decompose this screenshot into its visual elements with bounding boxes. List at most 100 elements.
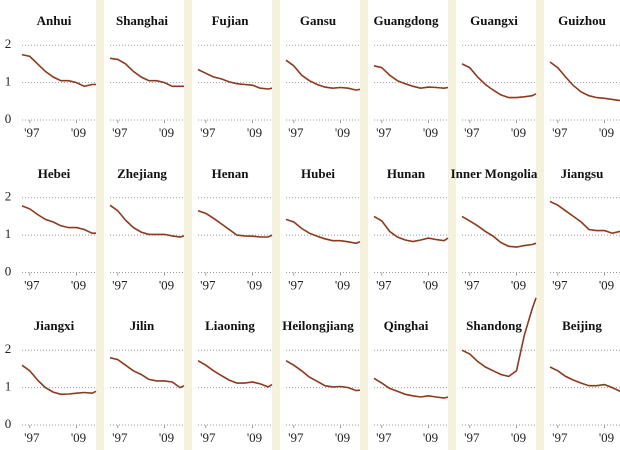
x-tick-label: '97 bbox=[200, 125, 216, 140]
panel-title: Gansu bbox=[299, 13, 337, 28]
panel-title: Fujian bbox=[211, 13, 249, 28]
x-tick-label: '97 bbox=[288, 277, 304, 292]
panel-title: Guizhou bbox=[558, 13, 606, 28]
x-tick-label: '97 bbox=[200, 430, 216, 445]
x-tick-label: '09 bbox=[335, 430, 350, 445]
panel-title: Guangxi bbox=[470, 13, 518, 28]
x-tick-label: '09 bbox=[599, 125, 614, 140]
panel-title: Liaoning bbox=[205, 318, 255, 333]
panel-title: Heilongjiang bbox=[282, 318, 354, 333]
line bbox=[109, 356, 185, 389]
x-tick-label: '97 bbox=[200, 277, 216, 292]
x-tick-label: '97 bbox=[24, 125, 40, 140]
panel-title: Hubei bbox=[301, 165, 335, 181]
x-tick-label: '09 bbox=[423, 277, 438, 292]
x-tick-label: '97 bbox=[376, 277, 392, 292]
x-tick-label: '97 bbox=[552, 125, 568, 140]
x-tick-label: '09 bbox=[599, 430, 614, 445]
x-tick-label: '97 bbox=[24, 277, 40, 292]
x-tick-label: '09 bbox=[335, 125, 350, 140]
y-tick-label: 2 bbox=[5, 341, 12, 356]
y-tick-label: 0 bbox=[5, 111, 12, 126]
y-tick-label: 2 bbox=[5, 189, 12, 204]
x-tick-label: '09 bbox=[247, 430, 262, 445]
line bbox=[21, 205, 96, 234]
x-tick-label: '97 bbox=[112, 430, 128, 445]
x-tick-label: '09 bbox=[511, 125, 526, 140]
x-tick-label: '97 bbox=[464, 430, 480, 445]
x-tick-label: '97 bbox=[24, 430, 40, 445]
separator bbox=[184, 0, 192, 450]
x-tick-label: '09 bbox=[335, 277, 350, 292]
panel-title: Hebei bbox=[37, 165, 71, 181]
separator bbox=[360, 0, 368, 450]
panel-title: Qinghai bbox=[383, 318, 429, 333]
line bbox=[21, 364, 97, 396]
line bbox=[373, 377, 449, 399]
x-tick-label: '09 bbox=[71, 125, 86, 140]
x-tick-label: '09 bbox=[71, 277, 86, 292]
line bbox=[549, 61, 620, 102]
separator bbox=[536, 0, 544, 450]
x-tick-label: '09 bbox=[159, 277, 174, 292]
line bbox=[197, 360, 273, 388]
x-tick-label: '09 bbox=[423, 125, 438, 140]
line bbox=[549, 366, 620, 393]
x-tick-label: '97 bbox=[464, 277, 480, 292]
x-tick-label: '09 bbox=[159, 430, 174, 445]
x-tick-label: '97 bbox=[552, 430, 568, 445]
y-tick-label: 0 bbox=[5, 263, 12, 278]
y-tick-label: 0 bbox=[5, 416, 12, 431]
panel-title: Inner Mongolia bbox=[450, 165, 538, 181]
panel-title: Hunan bbox=[386, 165, 426, 181]
x-tick-label: '09 bbox=[511, 277, 526, 292]
x-tick-label: '09 bbox=[599, 277, 614, 292]
line bbox=[461, 215, 537, 248]
y-tick-label: 1 bbox=[5, 379, 12, 394]
x-tick-label: '97 bbox=[288, 430, 304, 445]
line bbox=[373, 65, 449, 90]
line bbox=[285, 59, 361, 91]
line bbox=[461, 63, 537, 99]
x-tick-label: '09 bbox=[71, 430, 86, 445]
line bbox=[285, 218, 361, 245]
line bbox=[285, 360, 361, 392]
line bbox=[461, 297, 537, 378]
separator bbox=[448, 0, 456, 450]
panel-title: Jilin bbox=[129, 318, 155, 333]
line bbox=[197, 210, 273, 238]
x-tick-label: '97 bbox=[552, 277, 568, 292]
panel-title: Anhui bbox=[36, 13, 72, 28]
line bbox=[549, 200, 620, 235]
x-tick-label: '97 bbox=[288, 125, 304, 140]
y-tick-label: 2 bbox=[5, 36, 12, 51]
x-tick-label: '09 bbox=[511, 430, 526, 445]
panel-title: Zhejiang bbox=[117, 165, 167, 181]
line bbox=[197, 68, 273, 90]
line bbox=[109, 204, 185, 238]
x-tick-label: '09 bbox=[159, 125, 174, 140]
x-tick-label: '09 bbox=[247, 125, 262, 140]
panel-title: Henan bbox=[211, 165, 249, 181]
panel-title: Shandong bbox=[466, 318, 522, 333]
x-tick-label: '97 bbox=[376, 430, 392, 445]
y-tick-label: 1 bbox=[5, 74, 12, 89]
panel-title: Guangdong bbox=[373, 13, 439, 28]
panel-title: Jiangxi bbox=[33, 318, 75, 333]
x-tick-label: '09 bbox=[247, 277, 262, 292]
y-tick-label: 1 bbox=[5, 226, 12, 241]
x-tick-label: '97 bbox=[112, 277, 128, 292]
x-tick-label: '97 bbox=[112, 125, 128, 140]
separator bbox=[96, 0, 104, 450]
panel-title: Jiangsu bbox=[560, 165, 604, 181]
x-tick-label: '97 bbox=[464, 125, 480, 140]
panel-title: Beijing bbox=[562, 318, 602, 333]
line bbox=[21, 53, 96, 88]
line bbox=[109, 57, 184, 88]
separator bbox=[272, 0, 280, 450]
panel-title: Shanghai bbox=[115, 13, 169, 28]
x-tick-label: '09 bbox=[423, 430, 438, 445]
line bbox=[373, 215, 449, 243]
